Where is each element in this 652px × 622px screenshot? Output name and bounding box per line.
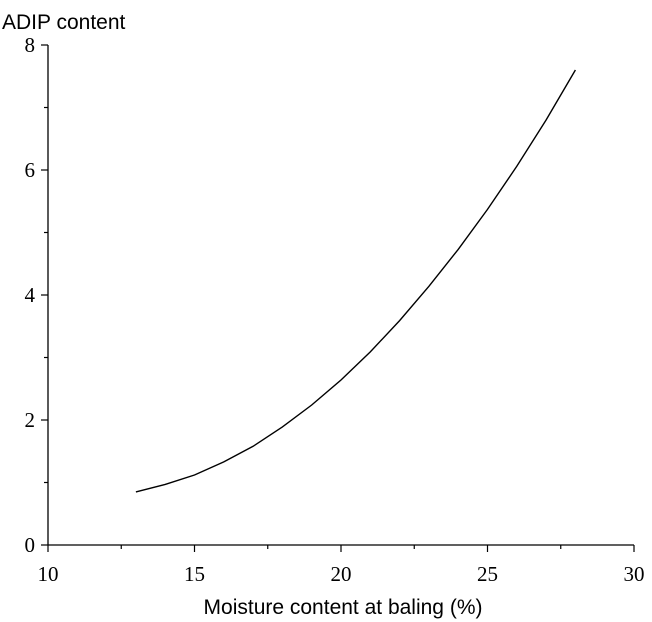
x-tick-label: 25 [477, 562, 498, 586]
ticks [41, 44, 635, 552]
y-axis-label: ADIP content [2, 11, 126, 34]
series-line-0 [135, 69, 577, 493]
x-tick-label: 30 [624, 562, 645, 586]
y-tick-label: 6 [25, 158, 36, 182]
tick-labels: 0 2 4 6 8 10 15 20 25 30 [25, 33, 645, 586]
series [135, 69, 577, 493]
x-tick-label: 20 [331, 562, 352, 586]
y-tick-label: 2 [25, 408, 36, 432]
y-tick-label: 8 [25, 33, 36, 57]
y-tick-label: 4 [25, 283, 36, 307]
x-tick-label: 10 [38, 562, 59, 586]
x-axis-label: Moisture content at baling (%) [204, 596, 483, 619]
y-tick-label: 0 [25, 533, 36, 557]
x-tick-label: 15 [184, 562, 205, 586]
